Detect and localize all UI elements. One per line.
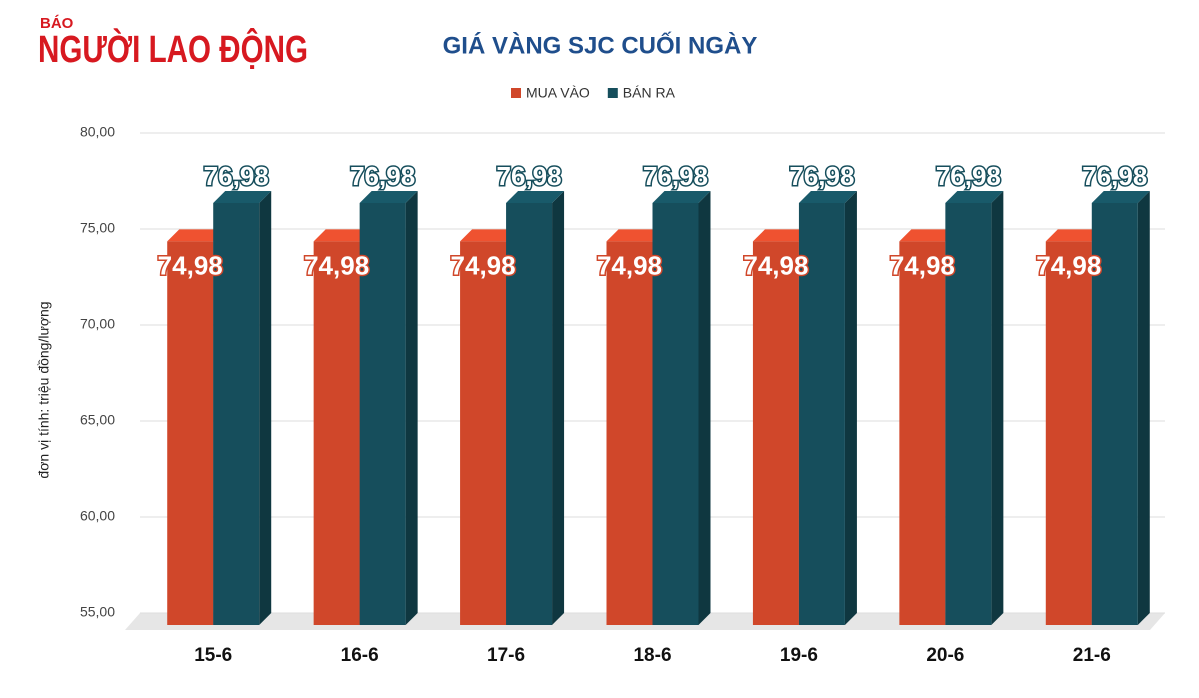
value-label: 74,98 <box>597 250 662 280</box>
bar <box>752 241 799 625</box>
y-tick-label: 70,00 <box>80 316 115 332</box>
bar <box>460 241 507 625</box>
bar-top <box>899 229 958 242</box>
legend-label: BÁN RA <box>623 85 676 101</box>
bar <box>899 241 946 625</box>
y-tick-label: 60,00 <box>80 508 115 524</box>
value-label: 76,98 <box>350 161 415 191</box>
value-label: 74,98 <box>890 250 955 280</box>
bar-top <box>1045 229 1104 242</box>
x-tick-label: 21-6 <box>1073 645 1111 666</box>
bar-top <box>652 190 711 203</box>
value-label: 74,98 <box>304 250 369 280</box>
x-tick-label: 17-6 <box>487 645 525 666</box>
bar-top <box>167 229 226 242</box>
y-axis-label: đơn vị tính: triệu đồng/lượng <box>36 301 52 478</box>
bar-side <box>991 190 1004 625</box>
legend-swatch <box>607 88 618 98</box>
value-label: 76,98 <box>497 161 562 191</box>
value-label: 76,98 <box>1082 161 1147 191</box>
x-tick-label: 19-6 <box>780 645 818 666</box>
value-label: 76,98 <box>789 161 854 191</box>
bar-top <box>506 190 565 203</box>
x-tick-label: 20-6 <box>926 645 964 666</box>
value-label: 74,98 <box>743 250 808 280</box>
y-tick-label: 55,00 <box>80 604 115 620</box>
bar-top <box>1091 190 1150 203</box>
bar-side <box>259 190 272 625</box>
bar <box>213 202 260 625</box>
bar-top <box>945 190 1004 203</box>
bar-top <box>798 190 857 203</box>
bar <box>506 202 553 625</box>
y-tick-label: 65,00 <box>80 412 115 428</box>
bar <box>313 241 360 625</box>
bar-side <box>844 190 857 625</box>
value-label: 74,98 <box>158 250 223 280</box>
logo-small: BÁO <box>40 15 74 32</box>
bar-top <box>313 229 372 242</box>
legend-swatch <box>511 88 521 98</box>
value-label: 76,98 <box>204 161 269 191</box>
bar <box>652 202 699 625</box>
bar-top <box>213 190 272 203</box>
bar <box>606 241 653 625</box>
bar <box>167 241 214 625</box>
x-tick-label: 15-6 <box>194 645 232 666</box>
bar <box>1045 241 1092 625</box>
bar-side <box>1137 190 1150 625</box>
bar <box>359 202 406 625</box>
bar <box>1091 202 1138 625</box>
bar <box>945 202 992 625</box>
bar-side <box>405 190 418 625</box>
bar-side <box>698 190 711 625</box>
bar <box>798 202 845 625</box>
logo: NGƯỜI LAO ĐỘNG <box>38 26 308 71</box>
value-label: 76,98 <box>936 161 1001 191</box>
x-tick-label: 18-6 <box>633 645 671 666</box>
value-label: 74,98 <box>451 250 516 280</box>
bar-top <box>460 229 519 242</box>
value-label: 76,98 <box>643 161 708 191</box>
value-label: 74,98 <box>1036 250 1101 280</box>
y-tick-label: 80,00 <box>80 124 115 140</box>
legend-label: MUA VÀO <box>526 85 590 101</box>
bar-top <box>752 229 811 242</box>
chart-title: GIÁ VÀNG SJC CUỐI NGÀY <box>443 31 758 59</box>
x-tick-label: 16-6 <box>341 645 379 666</box>
y-tick-label: 75,00 <box>80 220 115 236</box>
bar-top <box>359 190 418 203</box>
bar-top <box>606 229 665 242</box>
bar-side <box>552 190 565 625</box>
